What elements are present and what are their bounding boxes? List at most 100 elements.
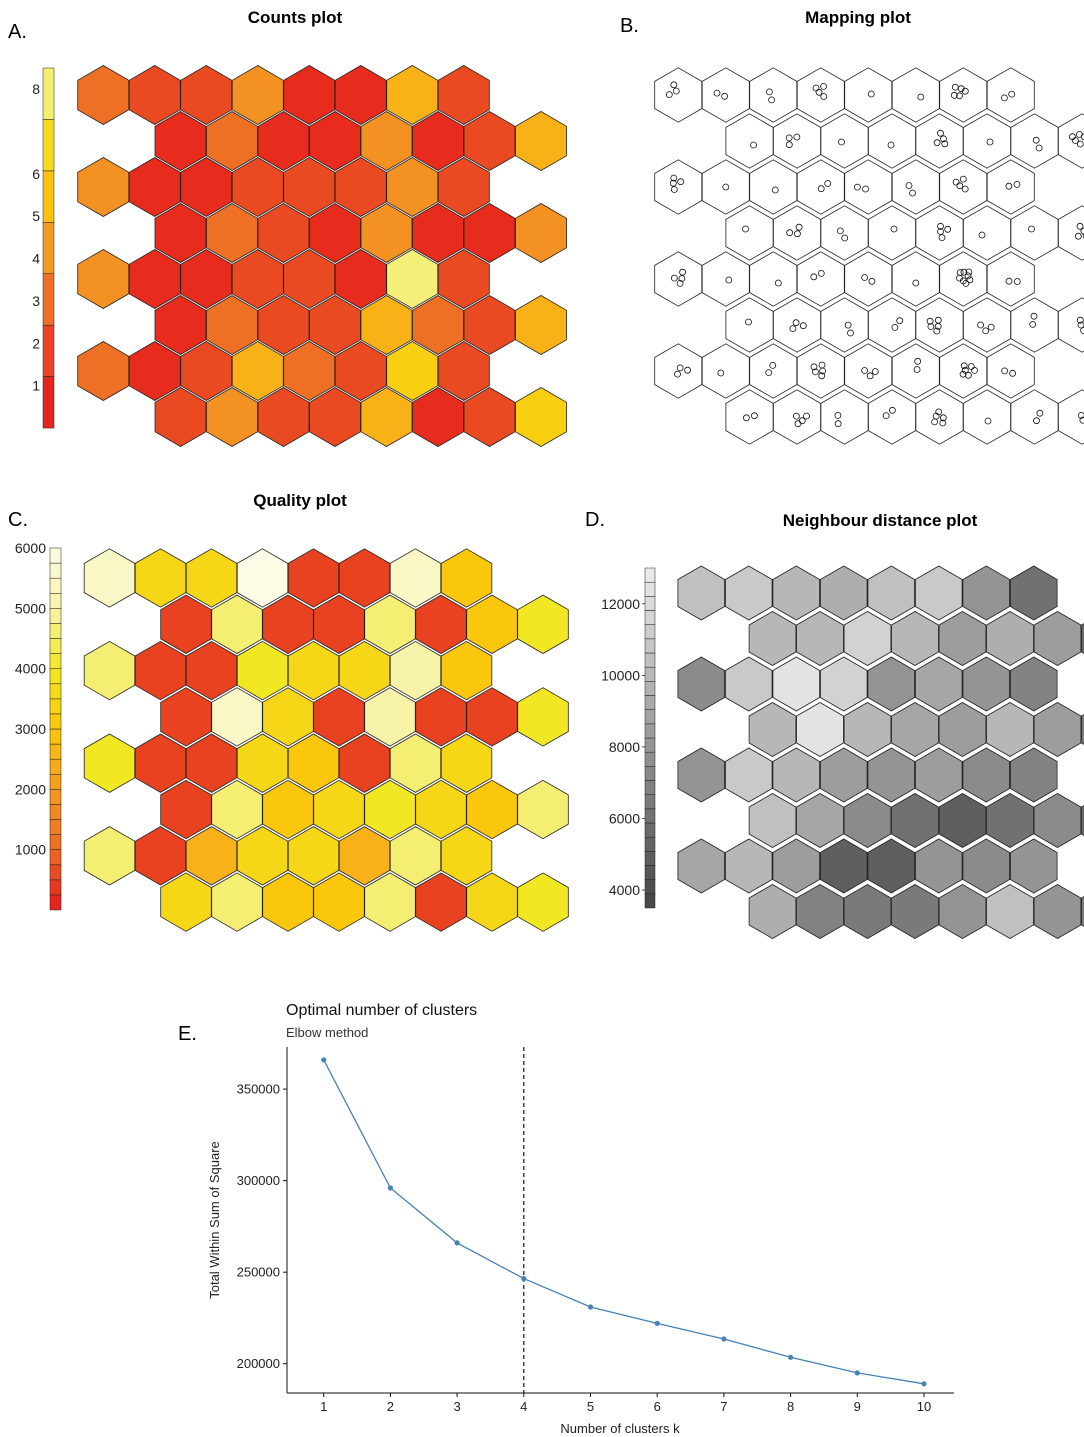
counts-hex-r4-c6 bbox=[360, 203, 413, 263]
counts-legend-tick-label: 5 bbox=[32, 208, 40, 224]
neighbour-distance-hex-r8-c9 bbox=[1081, 896, 1084, 927]
quality-hex-grid bbox=[83, 548, 569, 932]
mapping-point bbox=[751, 412, 758, 420]
counts-hex-r3-c5 bbox=[283, 157, 336, 217]
quality-legend-swatch bbox=[49, 593, 62, 609]
neighbour-distance-hex-r8-c3 bbox=[796, 884, 844, 939]
neighbour-distance-hex-r5-c2 bbox=[725, 747, 773, 803]
counts-hex-r5-c7 bbox=[386, 249, 439, 309]
neighbour-distance-hex-r3-c8 bbox=[1010, 656, 1058, 712]
neighbour-distance-hex-r7-c7 bbox=[962, 838, 1010, 894]
quality-hex-r4-c6 bbox=[364, 687, 416, 747]
quality-hex-r3-c6 bbox=[338, 640, 391, 701]
elbow-data-point bbox=[387, 1185, 393, 1191]
counts-hex-r5-c5 bbox=[283, 249, 336, 309]
elbow-x-axis-label: Number of clusters k bbox=[560, 1421, 680, 1436]
mapping-point bbox=[1077, 412, 1084, 419]
neighbour-distance-hex-r2-c9 bbox=[1081, 623, 1084, 654]
mapping-point bbox=[966, 276, 974, 284]
mapping-point bbox=[905, 182, 913, 189]
mapping-point bbox=[940, 135, 947, 143]
quality-hex-r2-c7 bbox=[415, 594, 467, 654]
counts-hex-r8-c7 bbox=[412, 387, 464, 447]
elbow-series-line bbox=[323, 1059, 925, 1385]
mapping-point bbox=[785, 141, 793, 149]
neighbour-distance-legend-swatch bbox=[644, 794, 656, 810]
quality-hex-r2-c3 bbox=[211, 594, 263, 654]
mapping-point bbox=[882, 412, 890, 420]
mapping-point bbox=[917, 93, 925, 101]
quality-hex-r1-c8 bbox=[440, 548, 493, 608]
mapping-point bbox=[1076, 222, 1084, 230]
quality-hex-r8-c2 bbox=[160, 872, 212, 932]
quality-hex-r8-c5 bbox=[313, 872, 365, 932]
mapping-point bbox=[956, 182, 964, 190]
neighbour-distance-hex-r7-c5 bbox=[867, 838, 915, 894]
quality-hex-r8-c6 bbox=[364, 872, 416, 932]
mapping-point bbox=[891, 323, 899, 331]
mapping-point bbox=[887, 141, 895, 149]
mapping-point bbox=[867, 90, 875, 98]
panel-label-b: B. bbox=[620, 15, 639, 37]
counts-hex-r7-c7 bbox=[386, 341, 439, 401]
neighbour-distance-hex-r8-c7 bbox=[986, 884, 1034, 939]
mapping-point bbox=[964, 272, 972, 280]
mapping-point bbox=[847, 329, 854, 337]
mapping-point bbox=[795, 223, 803, 231]
neighbour-distance-hex-r4-c3 bbox=[796, 702, 844, 757]
counts-hex-r6-c2 bbox=[154, 295, 207, 355]
counts-hex-grid bbox=[77, 65, 567, 447]
mapping-point bbox=[665, 91, 673, 98]
neighbour-distance-hex-r1-c3 bbox=[772, 565, 820, 621]
neighbour-distance-hex-r1-c8 bbox=[1010, 565, 1058, 621]
mapping-point bbox=[1028, 225, 1035, 233]
mapping-point bbox=[961, 366, 969, 374]
neighbour-distance-legend-swatch bbox=[644, 865, 656, 880]
counts-hex-r6-c3 bbox=[206, 295, 258, 355]
elbow-data-point bbox=[854, 1370, 860, 1376]
counts-hex-r1-c4 bbox=[231, 65, 284, 125]
panel-label-e: E. bbox=[178, 1023, 197, 1045]
neighbour-distance-hex-r3-c2 bbox=[725, 656, 773, 712]
mapping-point bbox=[818, 361, 826, 369]
quality-hex-r4-c8 bbox=[466, 687, 518, 747]
quality-hex-r7-c6 bbox=[338, 826, 391, 886]
mapping-point bbox=[768, 96, 775, 104]
neighbour-distance-hex-r5-c3 bbox=[772, 747, 820, 803]
neighbour-distance-legend-swatch bbox=[644, 624, 656, 640]
quality-hex-r4-c9 bbox=[517, 687, 569, 747]
quality-hex-r8-c9 bbox=[517, 872, 569, 932]
mapping-hex-r8-c5 bbox=[868, 389, 916, 445]
quality-hex-r7-c1 bbox=[83, 826, 136, 886]
neighbour-distance-legend-swatch bbox=[644, 780, 656, 795]
mapping-point bbox=[1069, 133, 1076, 141]
mapping-point bbox=[785, 134, 793, 142]
mapping-point bbox=[670, 174, 678, 182]
mapping-point bbox=[1013, 180, 1021, 188]
counts-legend-swatch bbox=[42, 222, 55, 274]
quality-legend-swatch bbox=[49, 894, 62, 911]
mapping-point bbox=[818, 372, 826, 380]
quality-hex-r7-c7 bbox=[389, 826, 442, 886]
counts-hex-r2-c2 bbox=[154, 111, 207, 171]
counts-hex-r1-c8 bbox=[437, 65, 490, 125]
neighbour-distance-hex-r6-c4 bbox=[843, 793, 892, 848]
counts-hex-r6-c5 bbox=[309, 295, 361, 355]
mapping-hex-r7-c2 bbox=[701, 343, 750, 399]
mapping-point bbox=[820, 93, 828, 100]
mapping-point bbox=[834, 411, 842, 419]
quality-hex-r6-c6 bbox=[364, 779, 416, 840]
quality-hex-r5-c4 bbox=[236, 733, 289, 793]
neighbour-distance-hex-r8-c6 bbox=[938, 884, 987, 939]
counts-hex-r6-c8 bbox=[463, 295, 516, 355]
quality-hex-r5-c2 bbox=[134, 733, 187, 793]
quality-hex-r5-c6 bbox=[338, 733, 391, 793]
mapping-point bbox=[812, 368, 819, 376]
mapping-point bbox=[961, 185, 969, 193]
elbow-x-tick-label: 5 bbox=[587, 1399, 594, 1414]
neighbour-distance-legend-tick-label: 6000 bbox=[609, 811, 640, 827]
elbow-data-point bbox=[587, 1304, 594, 1310]
mapping-point bbox=[1033, 417, 1040, 425]
quality-legend-swatch bbox=[49, 683, 62, 700]
